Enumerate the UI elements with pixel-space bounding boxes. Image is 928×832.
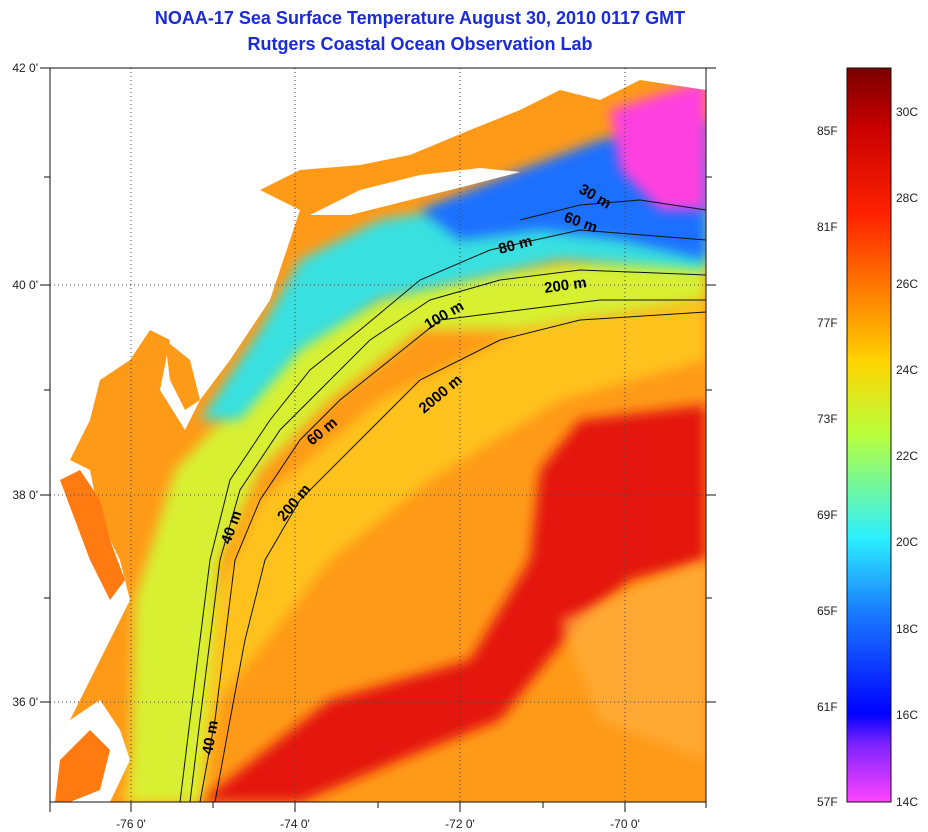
pamlico-sound	[55, 730, 110, 802]
contour-label-40m-south: 40 m	[199, 719, 222, 756]
x-tick-label: -72 0'	[445, 817, 475, 831]
colorbar-label-c: 22C	[896, 449, 919, 463]
colorbar-label-c: 30C	[896, 105, 919, 119]
colorbar-label-c: 20C	[896, 535, 919, 549]
colorbar-label-f: 85F	[817, 124, 838, 138]
colorbar-label-f: 77F	[817, 316, 838, 330]
grid	[50, 68, 706, 802]
colorbar-label-c: 26C	[896, 277, 919, 291]
northeast-land	[50, 68, 706, 470]
colorbar-label-c: 18C	[896, 622, 919, 636]
colorbar-label-f: 69F	[817, 508, 838, 522]
colorbar-label-f: 57F	[817, 795, 838, 809]
x-tick-label: -74 0'	[280, 817, 310, 831]
y-tick-label: 40 0'	[12, 278, 38, 292]
colorbar-label-c: 14C	[896, 795, 919, 809]
colorbar-label-f: 73F	[817, 412, 838, 426]
delmarva-land	[50, 460, 130, 740]
colorbar-label-c: 16C	[896, 708, 919, 722]
colorbar-label-c: 28C	[896, 191, 919, 205]
colorbar-label-f: 61F	[817, 700, 838, 714]
southeast-patch	[560, 560, 706, 760]
contour-label-200m: 200 m	[543, 274, 587, 297]
gulf-stream-core	[200, 405, 706, 802]
x-tick-label: -70 0'	[610, 817, 640, 831]
sst-field: 30 m 60 m 80 m 200 m 100 m 2000 m 60 m 2…	[50, 68, 706, 802]
delaware-bay	[165, 340, 200, 410]
x-tick-label: -76 0'	[116, 817, 146, 831]
shelf-water	[130, 250, 706, 802]
map-title: NOAA-17 Sea Surface Temperature August 3…	[154, 8, 686, 28]
chesapeake-bay	[60, 470, 125, 600]
y-tick-label: 42 0'	[12, 61, 38, 75]
coldest-water	[610, 80, 706, 210]
tick-marks	[40, 67, 716, 812]
long-island	[310, 168, 520, 215]
bathymetry-contours	[179, 199, 706, 802]
colorbar-label-f: 81F	[817, 220, 838, 234]
colorbar-label-c: 24C	[896, 363, 919, 377]
y-tick-label: 36 0'	[12, 695, 38, 709]
map-subtitle: Rutgers Coastal Ocean Observation Lab	[247, 34, 593, 54]
y-tick-label: 38 0'	[12, 488, 38, 502]
colorbar-label-f: 65F	[817, 604, 838, 618]
colorbar	[846, 67, 892, 803]
